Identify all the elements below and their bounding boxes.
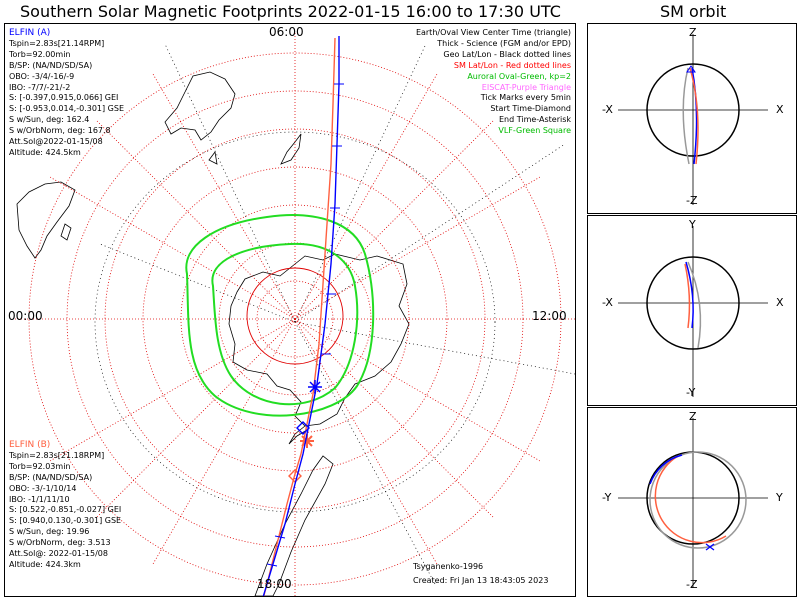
madagascar-outline (60, 223, 72, 241)
elfin-b-line: IBO: -1/1/11/10 (9, 494, 70, 504)
legend-item: Auroral Oval-Green, kp=2 (467, 71, 571, 81)
orbit-yz-b (654, 455, 727, 544)
legend-item: Thick - Science (FGM and/or EPD) (437, 38, 571, 48)
auroral-oval-inner (211, 242, 359, 406)
elfin-b-line: Torb=92.03min (9, 461, 71, 471)
footprint-map (15, 32, 575, 596)
orbit-plot-yz (618, 418, 768, 588)
orbit-xy-top-label: Y (689, 218, 696, 231)
new-zealand-outline (280, 133, 302, 165)
orbit-xz-top-label: Z (689, 26, 697, 39)
elfin-a-track (262, 36, 344, 596)
antarctica-outline (228, 253, 410, 427)
orbit-xz-a (691, 67, 698, 165)
legend-item: EISCAT-Purple Triangle (481, 82, 571, 92)
orbit-yz-right-label: Y (776, 491, 783, 504)
elfin-b-line: Tspin=2.83s[21.18RPM] (9, 450, 105, 460)
orbit-panel-xy: Y -Y -X X (587, 215, 797, 406)
clock-label-bottom: 18:00 (257, 577, 292, 591)
elfin-b-line: S: [0.522,-0.851,-0.027] GEI (9, 505, 122, 515)
elfin-b-line: S: [0.940,0.130,-0.301] GSE (9, 516, 122, 526)
orbit-title: SM orbit (660, 2, 727, 21)
orbit-yz-left-label: -Y (602, 491, 612, 504)
orbit-xy-a (685, 261, 694, 329)
page-title: Southern Solar Magnetic Footprints 2022-… (20, 2, 561, 21)
elfin-a-line: OBO: -3/4/-16/-9 (9, 71, 75, 81)
model-label: Tsyganenko-1996 (413, 562, 484, 571)
legend-item: Start Time-Diamond (490, 104, 571, 114)
elfin-a-line: S: [-0.953,0.014,-0.301] GSE (9, 104, 124, 114)
continent-outlines (16, 71, 410, 596)
elfin-a-line: S w/OrbNorm, deg: 167.8 (9, 126, 111, 136)
elfin-b-line: S w/OrbNorm, deg: 3.513 (9, 538, 111, 548)
orbit-panel-xz: Z -Z -X X (587, 23, 797, 214)
orbit-plot-xy (618, 226, 768, 397)
elfin-a-info: ELFIN (A) Tspin=2.83s[21.14RPM] Torb=92.… (9, 28, 124, 159)
auroral-ovals (185, 214, 375, 417)
elfin-b-info: ELFIN (B) Tspin=2.83s[21.18RPM] Torb=92.… (9, 440, 121, 571)
clock-label-right: 12:00 (532, 309, 567, 323)
orbit-yz-bottom-label: -Z (686, 578, 698, 591)
australia-outline (164, 71, 236, 141)
elfin-b-name: ELFIN (B) (9, 440, 51, 450)
elfin-b-line: Att.Sol@: 2022-01-15/08 (9, 549, 108, 559)
legend-item: End Time-Asterisk (498, 115, 571, 125)
clock-label-top: 06:00 (269, 25, 304, 39)
elfin-a-line: Torb=92.00min (9, 49, 71, 59)
orbit-xz-bottom-label: -Z (686, 194, 698, 207)
orbit-xy-left-label: -X (602, 296, 613, 309)
antarctic-peninsula-outline (288, 425, 308, 445)
orbit-xy-gray (687, 261, 702, 349)
legend-item: Tick Marks every 5min (480, 93, 571, 103)
elfin-a-line: Altitude: 424.5km (9, 147, 81, 157)
elfin-b-line: B/SP: (NA/ND/SD/SA) (9, 472, 93, 482)
geo-grid (94, 43, 575, 585)
elfin-a-ticks (266, 83, 344, 567)
elfin-b-line: S w/Sun, deg: 19.96 (9, 527, 90, 537)
legend-item: VLF-Green Square (498, 126, 571, 136)
elfin-a-name: ELFIN (A) (9, 28, 51, 38)
elfin-b-track (263, 37, 336, 596)
orbit-xy-b (684, 263, 691, 329)
sm-inner-circle (246, 267, 344, 365)
orbit-yz-top-label: Z (689, 410, 697, 423)
tasmania-outline (208, 151, 218, 165)
legend-item: Geo Lat/Lon - Black dotted lines (443, 49, 571, 59)
auroral-oval-outer (185, 214, 375, 417)
africa-outline (16, 181, 76, 259)
orbit-xz-b (689, 67, 699, 165)
orbit-xz-right-label: X (776, 103, 784, 116)
legend: Earth/Oval View Center Time (triangle) T… (416, 28, 571, 137)
orbit-xz-gray (682, 67, 690, 165)
elfin-a-line: Tspin=2.83s[21.14RPM] (9, 38, 105, 48)
orbit-plot-xz (618, 34, 768, 205)
elfin-b-line: Altitude: 424.3km (9, 559, 81, 569)
elfin-b-end-asterisk (300, 434, 314, 448)
created-label: Created: Fri Jan 13 18:43:05 2023 (413, 576, 549, 585)
elfin-a-line: IBO: -7/7/-21/-2 (9, 82, 71, 92)
elfin-a-line: S w/Sun, deg: 162.4 (9, 115, 90, 125)
elfin-a-line: B/SP: (NA/ND/SD/SA) (9, 60, 93, 70)
orbit-xz-left-label: -X (602, 103, 613, 116)
elfin-a-line: Att.Sol@2022-01-15/08 (9, 137, 103, 147)
elfin-a-line: S: [-0.397,0.915,0.066] GEI (9, 93, 119, 103)
orbit-xy-bottom-label: -Y (686, 386, 696, 399)
orbit-panel-yz: Z -Z -Y Y (587, 407, 797, 597)
legend-item: SM Lat/Lon - Red dotted lines (453, 60, 571, 70)
elfin-a-start-diamond (296, 421, 310, 435)
orbit-xy-right-label: X (776, 296, 784, 309)
elfin-a-end-asterisk (308, 380, 322, 394)
elfin-b-line: OBO: -3/-1/10/14 (9, 483, 77, 493)
footprint-map-panel: 06:00 18:00 00:00 12:00 ELFIN (A) Tspin=… (4, 23, 576, 597)
legend-item: Earth/Oval View Center Time (triangle) (415, 28, 571, 37)
orbit-yz-a (649, 454, 683, 485)
clock-label-left: 00:00 (8, 309, 43, 323)
orbit-yz-gray (649, 451, 747, 549)
